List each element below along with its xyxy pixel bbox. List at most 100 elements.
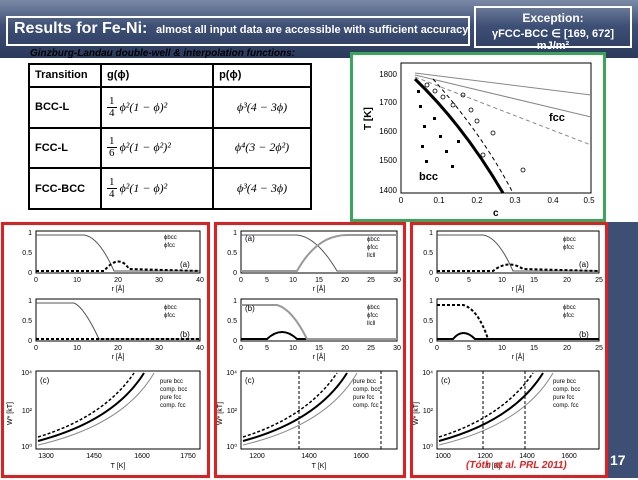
side-bar: [608, 222, 638, 478]
y-tick: 1: [429, 298, 433, 305]
y-tick: 1500: [379, 156, 397, 165]
y-tick: 1: [28, 230, 32, 237]
x-tick: 10: [289, 345, 297, 352]
x-tick: 40: [196, 277, 204, 284]
x-label: T [K]: [486, 463, 501, 470]
row-p: ϕ³(4 − 3ϕ): [212, 167, 312, 210]
y-tick: 0.5: [423, 318, 433, 325]
row-p: ϕ³(4 − 3ϕ): [212, 85, 312, 129]
x-tick: 0: [435, 277, 439, 284]
legend-entry: pure fcc: [353, 395, 374, 401]
legend-entry: pure fcc: [553, 395, 574, 401]
phase-diagram-panel: T [K] c 1800 1700 1600 1500 1400 0 0.1 0…: [350, 52, 606, 222]
legend-entry: ϕbcc: [563, 237, 576, 243]
subplot-label: (a): [245, 234, 255, 243]
phi-fcc-curve: [437, 332, 599, 340]
x-tick: 0: [239, 345, 243, 352]
x-tick: 1200: [249, 453, 265, 460]
x-tick: 10: [73, 345, 81, 352]
phase-diagram: T [K] c 1800 1700 1600 1500 1400 0 0.1 0…: [363, 62, 595, 219]
legend-entry: comp. bcc: [353, 387, 380, 393]
subplot-label: (b): [245, 304, 255, 313]
fcc-boundary-dashed: [414, 76, 592, 146]
panel3-plots: 1 0.5 0 0 5 10 15 20 25 r [Å] (a) ϕbcc ϕ…: [413, 230, 603, 470]
x-tick: 25: [367, 277, 375, 284]
comp-bcc-curve: [242, 372, 338, 438]
legend-entry: comp. bcc: [553, 387, 580, 393]
bcc-data-points: [417, 90, 460, 168]
y-tick: 10⁰: [226, 443, 237, 451]
exception-body: γFCC-BCC ∈ [169, 672] mJ/m²: [491, 28, 615, 52]
y-tick: 1: [429, 230, 433, 237]
pure-bcc-curve: [37, 372, 155, 446]
x-tick: 20: [563, 277, 571, 284]
x-tick: 5: [467, 277, 471, 284]
y-tick: 0: [429, 338, 433, 345]
x-tick: 15: [315, 345, 323, 352]
comp-fcc-curve: [242, 372, 348, 442]
panel2-plots: 1 0.5 0 0 5 10 15 20 25 30 r [Å] (a) ϕbc…: [217, 230, 401, 470]
x-tick: 1400: [301, 453, 317, 460]
legend-entry: ϕfcc: [164, 243, 175, 249]
x-tick: 30: [155, 345, 163, 352]
x-tick: 30: [393, 345, 401, 352]
y-tick: 1700: [379, 98, 397, 107]
x-tick: 20: [341, 277, 349, 284]
y-label: W* [kT]: [7, 402, 14, 425]
y-tick: 10²: [227, 408, 238, 415]
y-tick: 0: [28, 338, 32, 345]
x-tick: 10: [73, 277, 81, 284]
comp-bcc-curve: [438, 372, 534, 438]
legend-entry: ϕfcc: [164, 313, 175, 319]
subplot-label: (c): [245, 376, 255, 385]
legend-entry: comp. fcc: [353, 403, 379, 409]
y-tick: 0.5: [423, 250, 433, 257]
x-tick: 15: [530, 345, 538, 352]
pure-bcc-curve: [242, 372, 358, 446]
legend-entry: ϕfcc: [563, 313, 574, 319]
header-p: p(ϕ): [212, 63, 312, 88]
subplot-label: (a): [180, 260, 190, 269]
t0-line: [432, 78, 514, 194]
x-tick: 0: [34, 345, 38, 352]
phase-xlabel: c: [493, 208, 499, 219]
bcc-region-label: bcc: [419, 171, 438, 183]
x-label: r [Å]: [112, 284, 125, 293]
legend-entry: ϕbcc: [164, 305, 177, 311]
x-tick: 10: [289, 277, 297, 284]
phi-bcc-curve: [241, 331, 397, 340]
x-label: r [Å]: [512, 352, 525, 361]
y-tick: 10⁰: [422, 443, 433, 451]
slide-subtitle: almost all input data are accessible wit…: [156, 24, 469, 36]
p-formula: ϕ³(4 − 3ϕ): [236, 99, 288, 114]
fcc-data-points: [424, 82, 526, 173]
x-tick: 1600: [353, 453, 369, 460]
g-formula: ϕ²(1 − ϕ²)²: [119, 140, 171, 155]
y-tick: 0: [233, 338, 237, 345]
results-panel-2: 1 0.5 0 0 5 10 15 20 25 30 r [Å] (a) ϕbc…: [214, 222, 406, 478]
x-tick: 25: [367, 345, 375, 352]
y-tick: 10⁴: [422, 370, 433, 377]
results-panel-1: 1 0.5 0 0 10 20 30 40 r [Å] (a) ϕbcc ϕfc…: [1, 222, 210, 478]
x-label: r [Å]: [313, 352, 326, 361]
x-tick: 30: [393, 277, 401, 284]
phi-bcc-curve: [437, 304, 599, 340]
row-transition: FCC-L: [28, 126, 102, 170]
y-label: W* [kT]: [413, 402, 420, 425]
legend-entry: pure bcc: [553, 379, 576, 385]
y-tick: 10⁴: [226, 370, 237, 377]
subplot-label: (a): [579, 260, 589, 269]
x-tick: 1600: [561, 453, 577, 460]
y-tick: 10²: [423, 408, 434, 415]
x-tick: 0.4: [547, 196, 559, 205]
citation: (Tóth at al. PRL 2011): [466, 460, 567, 471]
x-tick: 20: [114, 345, 122, 352]
subplot-label: (c): [40, 376, 50, 385]
x-tick: 1000: [435, 453, 451, 460]
phi-bcc-curve: [36, 234, 200, 272]
legend-entry: ϕfcc: [367, 245, 378, 251]
phi-fcc-curve: [437, 263, 600, 272]
